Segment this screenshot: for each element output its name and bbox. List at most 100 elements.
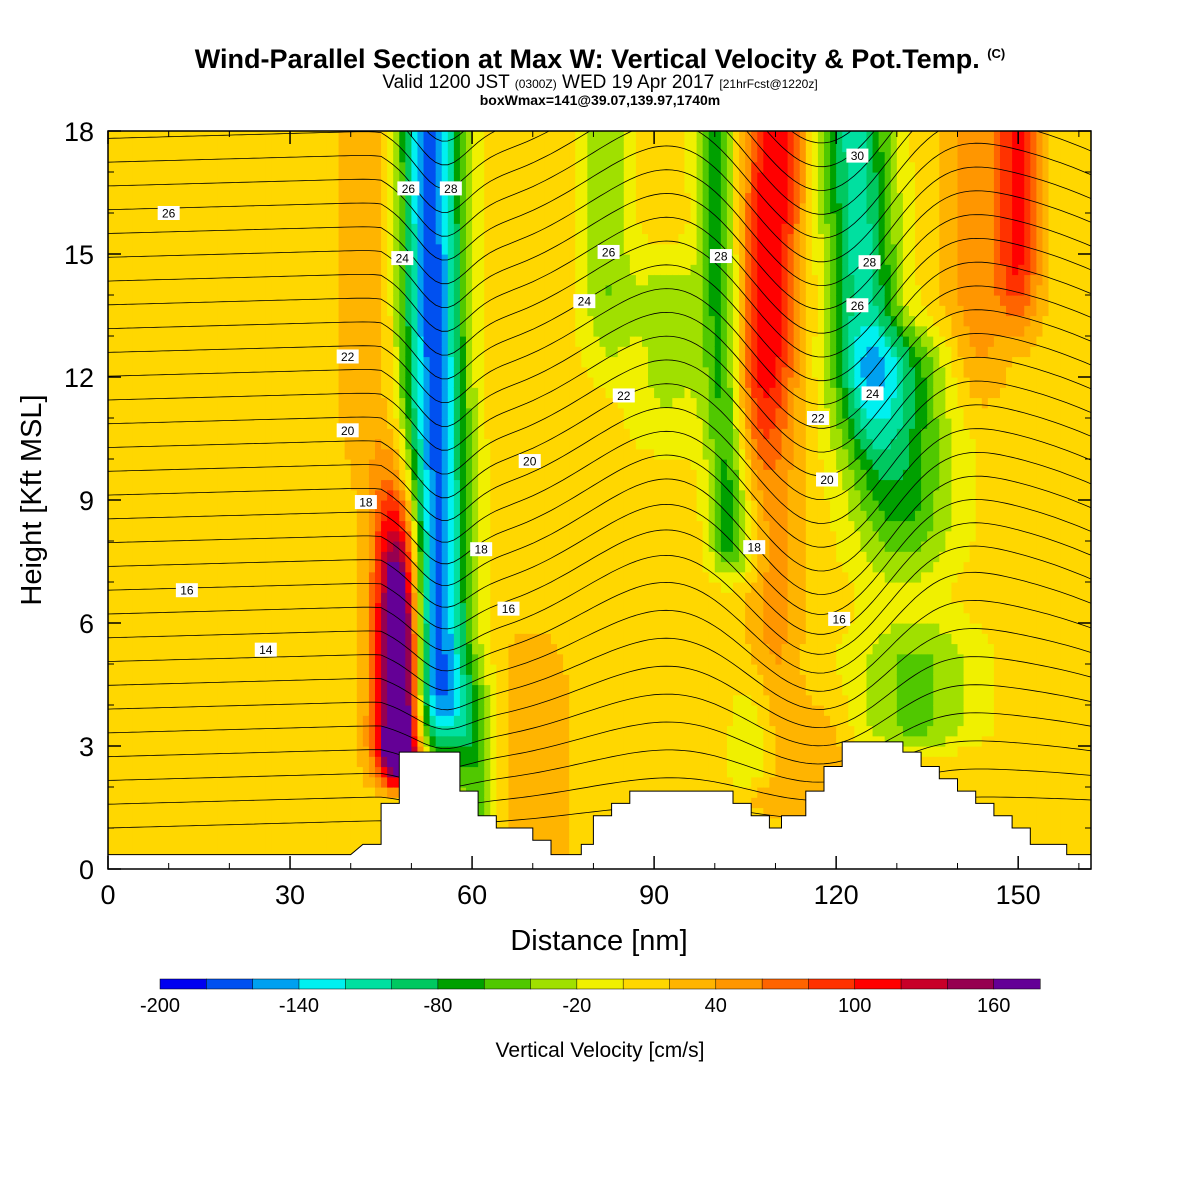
velocity-cell bbox=[453, 623, 461, 634]
velocity-cell bbox=[247, 756, 255, 768]
velocity-cell bbox=[180, 397, 188, 409]
velocity-cell bbox=[108, 192, 115, 204]
velocity-cell bbox=[393, 489, 400, 501]
velocity-cell bbox=[132, 838, 139, 850]
velocity-cell bbox=[211, 612, 218, 624]
velocity-cell bbox=[453, 602, 461, 614]
velocity-cell bbox=[326, 684, 334, 696]
velocity-cell bbox=[405, 233, 412, 245]
velocity-cell bbox=[138, 469, 146, 481]
velocity-cell bbox=[350, 510, 358, 522]
velocity-cell bbox=[271, 346, 279, 358]
velocity-cell bbox=[271, 377, 279, 388]
velocity-cell bbox=[362, 725, 370, 737]
velocity-cell bbox=[472, 510, 479, 522]
velocity-cell bbox=[478, 787, 485, 798]
velocity-cell bbox=[514, 510, 522, 522]
velocity-cell bbox=[229, 346, 237, 358]
velocity-cell bbox=[174, 674, 182, 686]
velocity-cell bbox=[362, 602, 370, 614]
velocity-cell bbox=[466, 141, 473, 153]
velocity-cell bbox=[441, 582, 449, 593]
velocity-cell bbox=[223, 336, 230, 347]
velocity-cell bbox=[180, 346, 188, 358]
velocity-cell bbox=[459, 592, 467, 604]
velocity-cell bbox=[235, 787, 243, 798]
velocity-cell bbox=[484, 643, 491, 655]
velocity-cell bbox=[217, 725, 224, 737]
velocity-cell bbox=[296, 776, 303, 788]
velocity-cell bbox=[150, 561, 158, 573]
velocity-cell bbox=[126, 623, 133, 634]
velocity-cell bbox=[296, 305, 303, 317]
velocity-cell bbox=[180, 366, 188, 378]
velocity-cell bbox=[265, 807, 273, 819]
velocity-cell bbox=[368, 346, 376, 358]
velocity-cell bbox=[302, 141, 309, 153]
velocity-cell bbox=[271, 305, 279, 317]
velocity-cell bbox=[411, 623, 419, 634]
velocity-cell bbox=[441, 489, 449, 501]
velocity-cell bbox=[405, 161, 412, 173]
velocity-cell bbox=[466, 182, 473, 194]
velocity-cell bbox=[290, 172, 297, 183]
velocity-cell bbox=[520, 366, 528, 378]
velocity-cell bbox=[332, 407, 340, 419]
velocity-cell bbox=[362, 172, 370, 183]
velocity-cell bbox=[344, 520, 352, 532]
velocity-cell bbox=[247, 725, 255, 737]
velocity-cell bbox=[199, 172, 206, 183]
velocity-cell bbox=[235, 284, 243, 296]
velocity-cell bbox=[120, 151, 127, 163]
velocity-cell bbox=[277, 377, 285, 388]
velocity-cell bbox=[520, 161, 528, 173]
velocity-cell bbox=[514, 254, 522, 265]
velocity-cell bbox=[192, 397, 200, 409]
velocity-cell bbox=[393, 469, 400, 481]
velocity-cell bbox=[144, 520, 152, 532]
velocity-cell bbox=[211, 500, 218, 511]
velocity-cell bbox=[326, 428, 334, 440]
velocity-cell bbox=[356, 254, 364, 265]
velocity-cell bbox=[350, 694, 358, 706]
velocity-cell bbox=[429, 459, 437, 470]
velocity-cell bbox=[265, 500, 273, 511]
velocity-cell bbox=[223, 520, 230, 532]
velocity-cell bbox=[405, 551, 412, 563]
velocity-cell bbox=[253, 428, 261, 440]
velocity-cell bbox=[108, 407, 115, 419]
velocity-cell bbox=[514, 766, 522, 778]
velocity-cell bbox=[235, 551, 243, 563]
velocity-cell bbox=[241, 776, 249, 788]
velocity-cell bbox=[253, 182, 261, 194]
velocity-cell bbox=[108, 828, 115, 839]
velocity-cell bbox=[484, 674, 491, 686]
velocity-cell bbox=[362, 807, 370, 819]
velocity-cell bbox=[296, 448, 303, 460]
velocity-cell bbox=[484, 305, 491, 317]
velocity-cell bbox=[302, 489, 309, 501]
velocity-cell bbox=[211, 848, 218, 860]
velocity-cell bbox=[132, 541, 139, 552]
velocity-cell bbox=[423, 325, 431, 337]
velocity-cell bbox=[271, 838, 279, 850]
velocity-cell bbox=[314, 161, 321, 173]
velocity-cell bbox=[387, 797, 394, 809]
velocity-cell bbox=[332, 213, 340, 224]
velocity-cell bbox=[356, 264, 364, 276]
velocity-cell bbox=[308, 664, 315, 675]
velocity-cell bbox=[199, 633, 206, 645]
velocity-cell bbox=[180, 407, 188, 419]
velocity-cell bbox=[320, 469, 328, 481]
velocity-cell bbox=[180, 592, 188, 604]
velocity-cell bbox=[132, 500, 139, 511]
velocity-cell bbox=[332, 592, 340, 604]
velocity-cell bbox=[132, 243, 139, 255]
velocity-cell bbox=[150, 592, 158, 604]
velocity-cell bbox=[344, 776, 352, 788]
velocity-cell bbox=[423, 366, 431, 378]
velocity-cell bbox=[247, 653, 255, 665]
velocity-cell bbox=[484, 172, 491, 183]
velocity-cell bbox=[205, 284, 212, 296]
velocity-cell bbox=[132, 305, 139, 317]
